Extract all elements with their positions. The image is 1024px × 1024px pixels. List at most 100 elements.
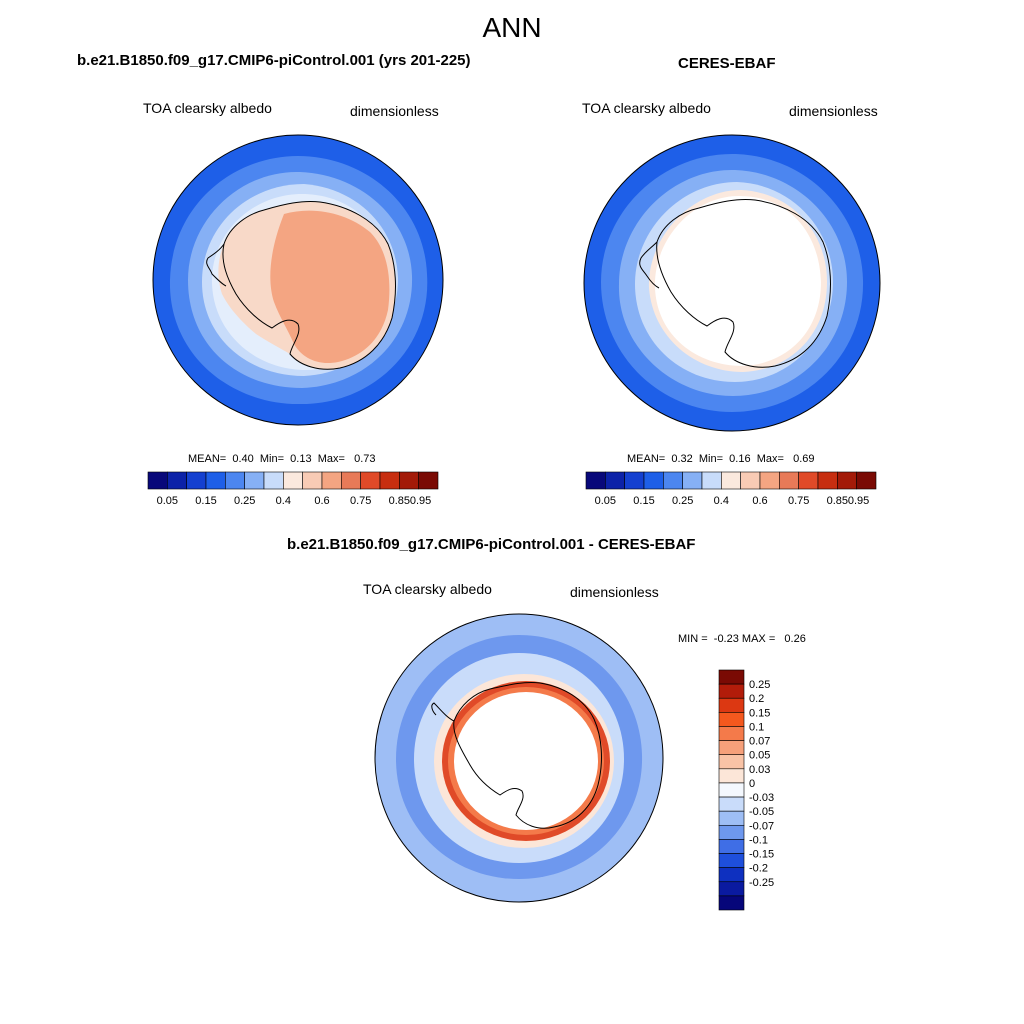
colorbar-box (379, 471, 400, 490)
colorbar-box (718, 754, 745, 770)
colorbar-tick-label: -0.25 (749, 877, 774, 889)
colorbar-box (718, 810, 745, 826)
diff-min-label: MIN = (678, 633, 708, 645)
colorbar-box (360, 471, 381, 490)
colorbar-tick-label: -0.1 (749, 834, 768, 846)
colorbar-box (759, 471, 780, 490)
diff-max-value: 0.26 (784, 633, 806, 645)
colorbar-box (418, 471, 439, 490)
colorbar-tick-label: 0 (749, 778, 755, 790)
diff-land (454, 692, 598, 830)
colorbar-box (718, 768, 745, 784)
colorbar-box (585, 471, 606, 490)
colorbar-box (186, 471, 207, 490)
colorbar-box (225, 471, 245, 490)
colorbar-box (718, 881, 745, 897)
colorbar-box (167, 471, 187, 490)
colorbar-box (643, 471, 664, 490)
colorbar-tick-label: 0.15 (633, 495, 654, 507)
colorbar-box (205, 471, 226, 490)
colorbar-tick-label: 0.75 (350, 495, 371, 507)
left-max-value: 0.73 (354, 453, 376, 465)
right-units-label: dimensionless (789, 103, 878, 119)
colorbar-box (718, 669, 745, 685)
colorbar-box (147, 471, 168, 490)
colorbar-box (283, 471, 303, 490)
right-min-label: Min= (698, 453, 724, 465)
difference-polar-map (374, 613, 664, 903)
model-colorbar: 0.05 0.15 0.25 0.4 0.6 0.75 0.85 0.95 (147, 471, 439, 507)
right-max-value: 0.69 (793, 453, 815, 465)
colorbar-box (779, 471, 799, 490)
colorbar-box (718, 839, 745, 854)
antarctic-interior (270, 210, 390, 364)
colorbar-box (718, 712, 745, 727)
obs-polar-map (583, 134, 881, 432)
left-min-value: 0.13 (290, 453, 312, 465)
diff-units-label: dimensionless (570, 584, 659, 600)
colorbar-box (740, 471, 761, 490)
coastline (453, 682, 602, 829)
colorbar-tick-label: 0.15 (195, 495, 216, 507)
diff-minmax: MIN = -0.23 MAX = 0.26 (678, 633, 806, 645)
colorbar-tick-label: 0.07 (749, 736, 770, 748)
colorbar-box (856, 471, 877, 490)
colorbar-box (718, 683, 745, 699)
right-variable-label: TOA clearsky albedo (582, 100, 711, 116)
colorbar-tick-label: 0.85 (389, 495, 410, 507)
colorbar-tick-label: 0.25 (749, 679, 770, 691)
colorbar-box (817, 471, 838, 490)
diff-case-title: b.e21.B1850.f09_g17.CMIP6-piControl.001 … (287, 536, 696, 553)
colorbar-box (321, 471, 342, 490)
left-case-title: b.e21.B1850.f09_g17.CMIP6-piControl.001 … (77, 52, 471, 69)
colorbar-box (399, 471, 419, 490)
colorbar-box (721, 471, 741, 490)
colorbar-tick-label: 0.85 (827, 495, 848, 507)
colorbar-box (663, 471, 683, 490)
right-mean-label: MEAN= (627, 453, 666, 465)
colorbar-box (718, 853, 745, 868)
colorbar-tick-label: 0.05 (595, 495, 616, 507)
left-mean-label: MEAN= (188, 453, 227, 465)
colorbar-tick-label: -0.2 (749, 863, 768, 875)
left-max-label: Max= (317, 453, 345, 465)
colorbar-tick-label: 0.05 (749, 750, 770, 762)
colorbar-box (302, 471, 323, 490)
colorbar-box (718, 697, 745, 713)
coastline (656, 199, 831, 368)
right-min-value: 0.16 (729, 453, 751, 465)
colorbar-box (341, 471, 361, 490)
colorbar-box (718, 895, 745, 911)
colorbar-tick-label: 0.03 (749, 764, 770, 776)
colorbar-tick-label: 0.95 (848, 495, 869, 507)
colorbar-tick-label: 0.25 (672, 495, 693, 507)
model-polar-map (152, 134, 444, 426)
colorbar-tick-label: 0.6 (752, 495, 767, 507)
colorbar-box (718, 867, 745, 883)
colorbar-tick-label: 0.6 (314, 495, 329, 507)
colorbar-box (798, 471, 819, 490)
colorbar-box (263, 471, 284, 490)
left-variable-label: TOA clearsky albedo (143, 100, 272, 116)
antarctic-land (654, 196, 821, 366)
right-max-label: Max= (756, 453, 784, 465)
colorbar-tick-label: 0.25 (234, 495, 255, 507)
colorbar-tick-label: -0.15 (749, 849, 774, 861)
colorbar-box (718, 796, 745, 812)
colorbar-tick-label: 0.95 (410, 495, 431, 507)
colorbar-box (624, 471, 645, 490)
diff-max-label: MAX = (741, 633, 776, 645)
left-mean-value: 0.40 (232, 453, 254, 465)
page-title: ANN (482, 12, 542, 43)
colorbar-tick-label: 0.05 (157, 495, 178, 507)
diff-min-value: -0.23 (713, 633, 739, 645)
colorbar-box (701, 471, 722, 490)
right-case-title: CERES-EBAF (678, 55, 776, 72)
colorbar-tick-label: -0.07 (749, 820, 774, 832)
colorbar-tick-label: 0.1 (749, 721, 764, 733)
colorbar-box (837, 471, 857, 490)
difference-colorbar: 0.25 0.2 0.15 0.1 0.07 0.05 0.03 0 -0.03 -0.05 -0.… (718, 669, 774, 911)
colorbar-tick-label: -0.05 (749, 806, 774, 818)
colorbar-box (605, 471, 625, 490)
colorbar-box (718, 824, 745, 840)
